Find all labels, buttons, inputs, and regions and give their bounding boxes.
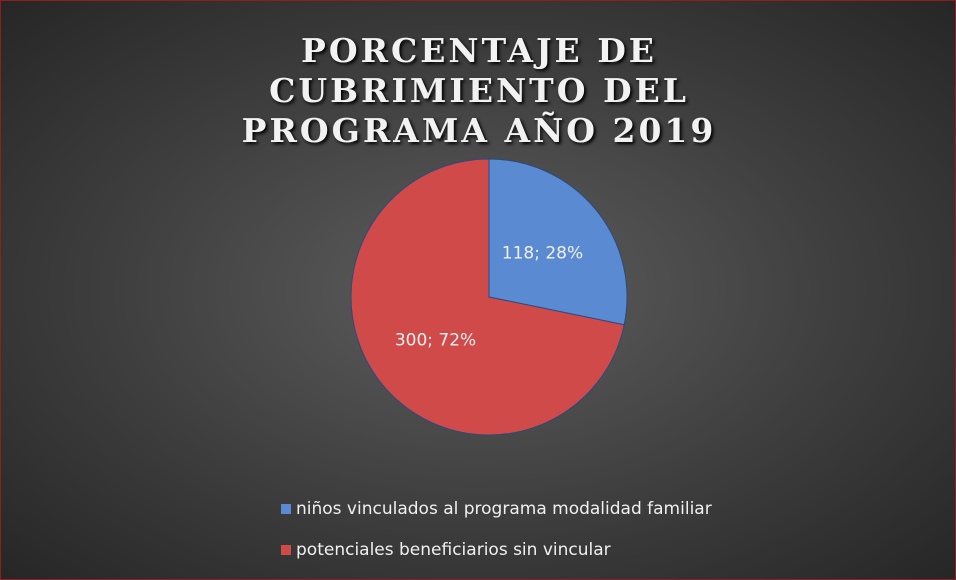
chart-title: PORCENTAJE DE CUBRIMIENTO DEL PROGRAMA A… bbox=[241, 31, 717, 150]
legend-marker bbox=[281, 545, 291, 555]
legend-label: niños vinculados al programa modalidad f… bbox=[296, 499, 712, 519]
pie-slice bbox=[488, 158, 628, 326]
data-label: 300; 72% bbox=[395, 331, 476, 351]
pie-slice bbox=[350, 158, 625, 436]
legend-label: potenciales beneficiarios sin vincular bbox=[296, 540, 611, 560]
data-label: 118; 28% bbox=[502, 243, 583, 263]
legend-marker bbox=[281, 504, 291, 514]
